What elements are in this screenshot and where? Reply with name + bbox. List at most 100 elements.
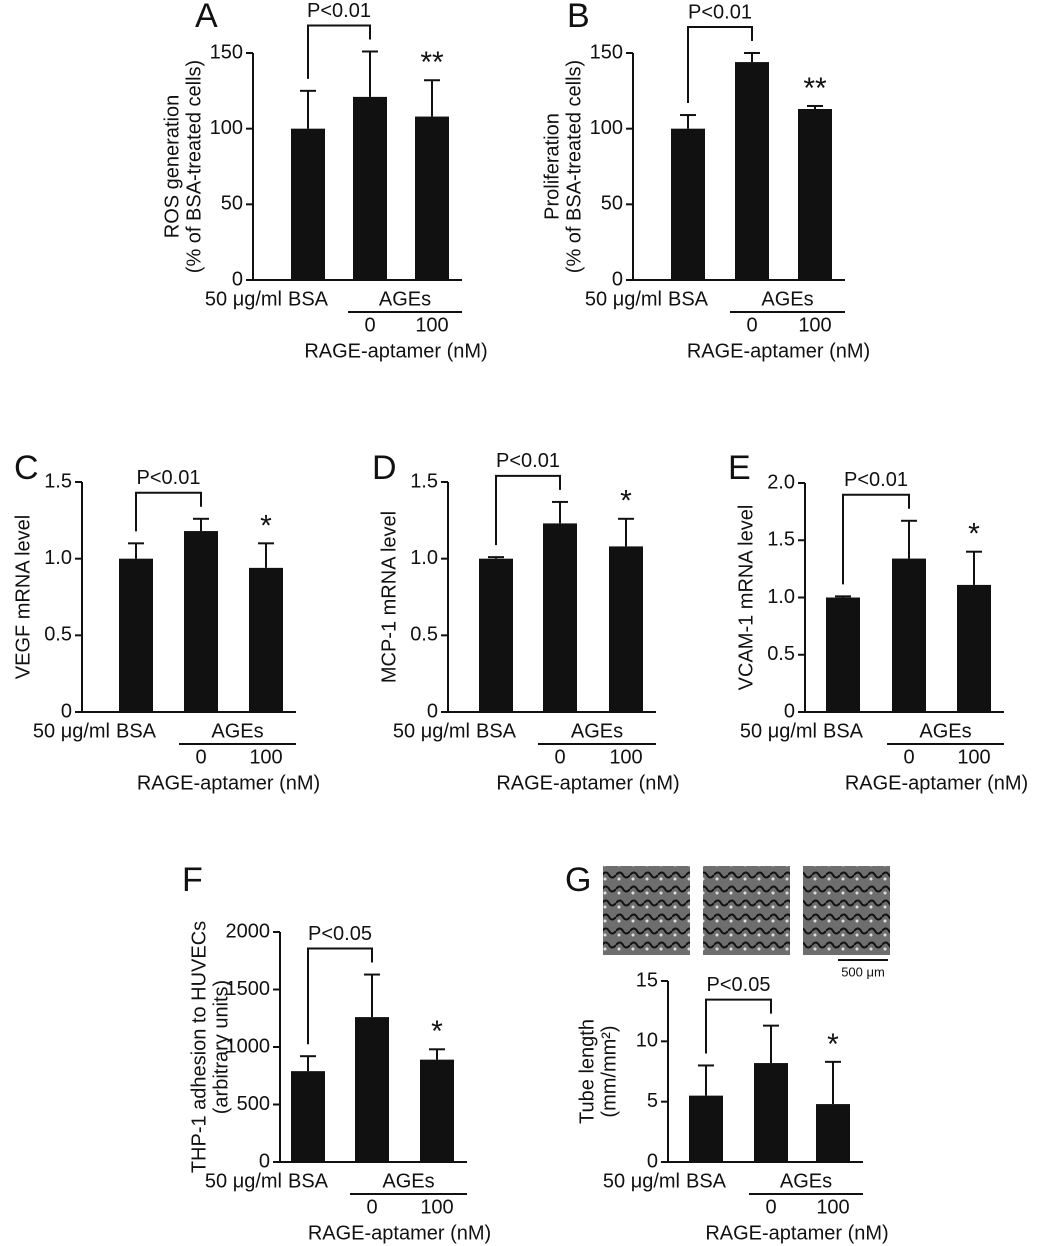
star: **	[420, 46, 444, 79]
bar	[479, 558, 513, 712]
group-label: AGEs	[919, 720, 971, 742]
bar	[119, 558, 153, 712]
bar	[184, 531, 218, 712]
significance-bracket	[495, 474, 561, 546]
significance-label: P<0.01	[688, 1, 752, 23]
y-axis-label: Proliferation	[541, 113, 563, 220]
star: *	[620, 485, 632, 518]
dose-label: 50 μg/ml	[585, 288, 662, 310]
x-tick-label: 0	[364, 314, 375, 336]
y-tick-label: 0.5	[767, 643, 795, 665]
dose-label: 50 μg/ml	[603, 1170, 680, 1192]
group-label: AGEs	[211, 720, 263, 742]
x-axis-label: RAGE-aptamer (nM)	[137, 772, 320, 794]
micrograph	[703, 866, 790, 955]
bar	[291, 1071, 325, 1162]
y-axis-label: (mm/mm²)	[598, 1025, 620, 1117]
significance-label: P<0.01	[307, 0, 371, 22]
bar	[671, 128, 705, 280]
star: *	[968, 518, 980, 551]
x-tick-label: 100	[609, 746, 642, 768]
x-tick-label: 100	[957, 746, 990, 768]
y-tick-label: 0.5	[410, 624, 438, 646]
significance-label: P<0.01	[844, 469, 908, 491]
dose-label: 50 μg/ml	[393, 720, 470, 742]
y-tick-label: 5	[647, 1090, 658, 1112]
x-tick-label: BSA	[668, 288, 709, 310]
bar	[249, 567, 283, 712]
y-tick-label: 0	[784, 700, 795, 722]
y-axis-label: VCAM-1 mRNA level	[735, 505, 757, 691]
y-tick-label: 2.0	[767, 471, 795, 493]
y-tick-label: 0	[612, 268, 623, 290]
significance-label: P<0.01	[137, 467, 201, 489]
micrograph	[803, 866, 890, 955]
bar	[355, 1017, 389, 1162]
x-tick-label: 0	[765, 1196, 776, 1218]
y-axis-label: (% of BSA-treated cells)	[183, 60, 205, 273]
y-tick-label: 50	[601, 193, 623, 215]
x-tick-label: 100	[415, 314, 448, 336]
y-tick-label: 0	[61, 700, 72, 722]
significance-label: P<0.01	[496, 450, 560, 472]
y-axis-label: MCP-1 mRNA level	[378, 511, 400, 683]
panel-letter: B	[567, 0, 590, 35]
bar	[291, 128, 325, 280]
x-axis-label: RAGE-aptamer (nM)	[705, 1222, 888, 1244]
panel-letter: A	[195, 0, 218, 35]
y-tick-label: 1.5	[44, 470, 72, 492]
significance-bracket	[705, 998, 772, 1054]
bar	[735, 62, 769, 280]
panel-letter: E	[728, 449, 751, 487]
x-tick-label: 0	[195, 746, 206, 768]
star: *	[260, 509, 272, 542]
bar	[798, 108, 832, 280]
bar	[353, 96, 387, 281]
y-axis-label: ROS generation	[161, 95, 183, 238]
y-tick-label: 0	[647, 1150, 658, 1172]
y-tick-label: 100	[210, 117, 243, 139]
bar	[754, 1063, 788, 1162]
y-tick-label: 0	[427, 700, 438, 722]
x-tick-label: 100	[249, 746, 282, 768]
y-axis-label: (% of BSA-treated cells)	[563, 60, 585, 273]
dose-label: 50 μg/ml	[33, 720, 110, 742]
x-tick-label: BSA	[686, 1170, 727, 1192]
x-tick-label: BSA	[476, 720, 517, 742]
y-tick-label: 0	[232, 268, 243, 290]
bar	[689, 1095, 723, 1162]
y-axis-label: VEGF mRNA level	[12, 515, 34, 679]
x-tick-label: 0	[554, 746, 565, 768]
x-tick-label: 0	[746, 314, 757, 336]
panel-letter: C	[14, 449, 39, 487]
dose-label: 50 μg/ml	[205, 1170, 282, 1192]
x-axis-label: RAGE-aptamer (nM)	[845, 772, 1028, 794]
x-tick-label: 100	[816, 1196, 849, 1218]
y-tick-label: 1.0	[767, 586, 795, 608]
x-tick-label: BSA	[116, 720, 157, 742]
group-label: AGEs	[379, 288, 431, 310]
star: **	[803, 72, 827, 105]
x-axis-label: RAGE-aptamer (nM)	[308, 1222, 491, 1244]
x-axis-label: RAGE-aptamer (nM)	[496, 772, 679, 794]
panel-letter: F	[182, 861, 203, 899]
bar	[609, 546, 643, 712]
panel-letter: G	[565, 861, 591, 899]
significance-bracket	[135, 491, 202, 532]
bar	[420, 1059, 454, 1162]
y-tick-label: 500	[237, 1093, 270, 1115]
bar	[826, 597, 860, 712]
y-tick-label: 150	[590, 41, 623, 63]
y-axis-label: THP-1 adhesion to HUVECs	[188, 921, 210, 1173]
y-axis-label: (arbitrary units)	[210, 980, 232, 1114]
bar	[957, 584, 991, 712]
significance-label: P<0.05	[707, 974, 771, 996]
y-tick-label: 100	[590, 117, 623, 139]
x-tick-label: 0	[903, 746, 914, 768]
bar	[892, 558, 926, 712]
significance-label: P<0.05	[308, 923, 372, 945]
x-axis-label: RAGE-aptamer (nM)	[687, 340, 870, 362]
y-tick-label: 1.5	[767, 529, 795, 551]
group-label: AGEs	[571, 720, 623, 742]
